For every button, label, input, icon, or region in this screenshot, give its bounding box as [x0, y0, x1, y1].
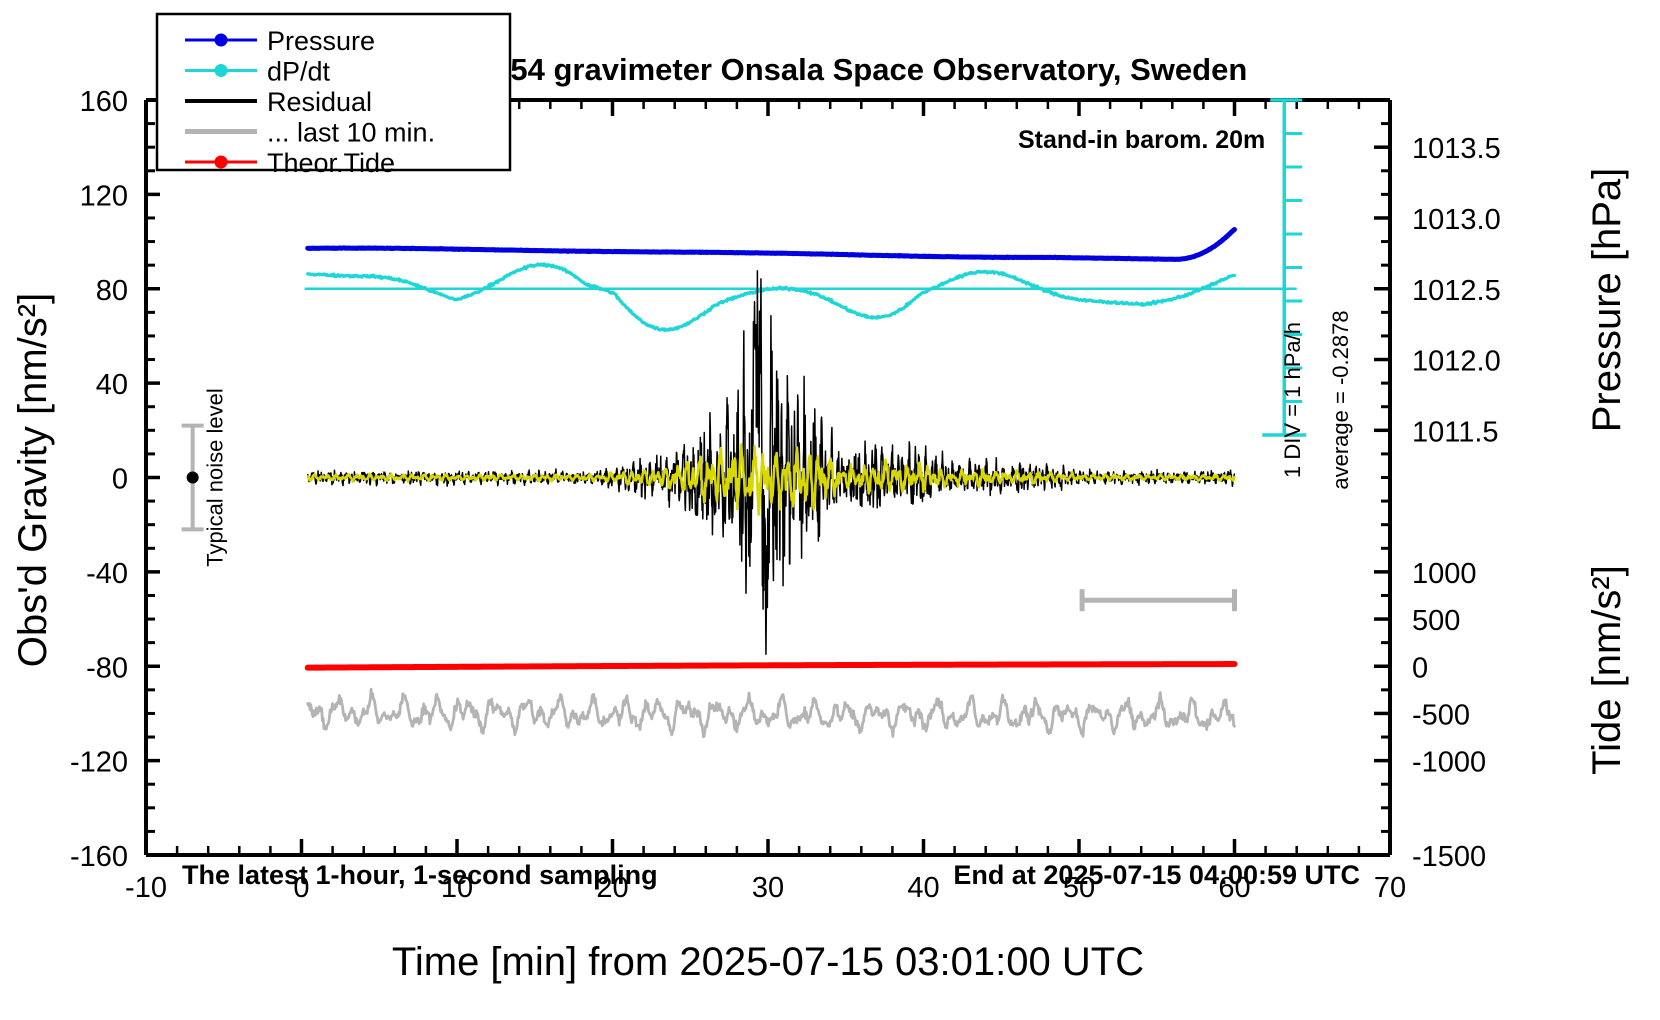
y-tick-label: 0 [112, 464, 128, 496]
legend-item-theor-tide[interactable]: Theor.Tide [185, 148, 395, 178]
legend-swatch-marker [214, 64, 228, 77]
pressure-tick-label: 1013.0 [1412, 204, 1501, 236]
x-tick-label: 20 [596, 872, 628, 904]
y-axis-left-ticks: 160 120 80 40 0 -40 -80 -120 -160 [70, 86, 160, 873]
time-scale-bar [1079, 589, 1237, 612]
y-tick-label: 80 [96, 275, 128, 307]
pressure-tick-label: 1012.0 [1412, 346, 1501, 378]
pressure-tick-label: 1012.5 [1412, 275, 1501, 307]
x-axis-title: Time [min] from 2025-07-15 03:01:00 UTC [392, 940, 1144, 984]
annotation-standin-barom: Stand-in barom. 20m [1018, 126, 1265, 154]
legend-item-label: dP/dt [267, 57, 331, 87]
x-tick-label: -10 [125, 872, 167, 904]
legend-item-residual[interactable]: Residual [185, 87, 372, 117]
y-tick-label: -40 [86, 558, 128, 590]
legend-item-dp-dt[interactable]: dP/dt [185, 57, 331, 87]
legend-item-label: Theor.Tide [267, 148, 395, 178]
tide-tick-label: -500 [1412, 699, 1470, 731]
legend-item-label: Residual [267, 87, 372, 117]
series-residual [306, 270, 1236, 656]
series-last-10-min [306, 687, 1236, 739]
tide-tick-label: -1000 [1412, 747, 1486, 779]
tide-tick-label: 1000 [1412, 558, 1477, 590]
series-dpdt [306, 262, 1237, 333]
x-tick-label: 40 [907, 872, 939, 904]
axis-titles: Obs'd Gravity [nm/s²] Pressure [hPa] Tide … [11, 168, 1629, 984]
y-tick-label: 40 [96, 369, 128, 401]
pressure-tick-label: 1011.5 [1412, 416, 1499, 448]
annotation-div-scale: 1 DIV = 1 hPa/h [1280, 322, 1305, 478]
data-traces [304, 227, 1297, 739]
series-residual-filtered [306, 443, 1236, 516]
series-theor-tide [304, 661, 1238, 671]
y-tick-label: 120 [80, 180, 128, 212]
dpdt-scale-bar [1262, 98, 1307, 437]
y-tick-label: -160 [70, 841, 128, 873]
y-tick-label: 160 [80, 86, 128, 118]
legend-item-pressure[interactable]: Pressure [185, 26, 375, 56]
tide-tick-label: 500 [1412, 605, 1460, 637]
y-axis-right-ticks: 1013.5 1013.0 1012.5 1012.0 1011.5 1000 500 0 -5… [1374, 98, 1501, 873]
x-tick-label: 60 [1218, 872, 1250, 904]
y-axis-left-title: Obs'd Gravity [nm/s²] [11, 293, 55, 667]
chart-title: SCG_054 gravimeter Onsala Space Observat… [409, 52, 1248, 87]
x-tick-label: 0 [293, 872, 309, 904]
tide-tick-label: -1500 [1412, 841, 1486, 873]
y-axis-right-bottom-title: Tide [nm/s²] [1585, 565, 1629, 775]
legend-swatch-marker [214, 155, 228, 169]
legend-item-label: Pressure [267, 26, 375, 56]
footer-left: The latest 1-hour, 1-second sampling [182, 860, 658, 890]
legend-item-last-10-min[interactable]: ... last 10 min. [185, 118, 435, 148]
x-tick-label: 70 [1374, 872, 1406, 904]
pressure-tick-label: 1013.5 [1412, 133, 1501, 165]
annotations: Stand-in barom. 20m 1 DIV = 1 hPa/h averag… [182, 126, 1360, 890]
tide-tick-label: 0 [1412, 652, 1428, 684]
footer-right: End at 2025-07-15 04:00:59 UTC [953, 860, 1360, 890]
y-tick-label: -120 [70, 747, 128, 779]
legend-swatch-marker [214, 33, 228, 47]
x-tick-label: 10 [441, 872, 473, 904]
x-tick-label: 30 [752, 872, 784, 904]
annotation-average: average = -0.2878 [1328, 310, 1353, 489]
y-axis-right-top-title: Pressure [hPa] [1585, 168, 1629, 433]
y-tick-label: -80 [86, 652, 128, 684]
annotation-noise-level: Typical noise level [203, 388, 228, 567]
legend-item-label: ... last 10 min. [267, 118, 435, 148]
noise-center-dot [186, 471, 199, 484]
typical-noise-level: Typical noise level [181, 388, 228, 567]
series-pressure [305, 227, 1237, 262]
x-tick-label: 50 [1063, 872, 1095, 904]
